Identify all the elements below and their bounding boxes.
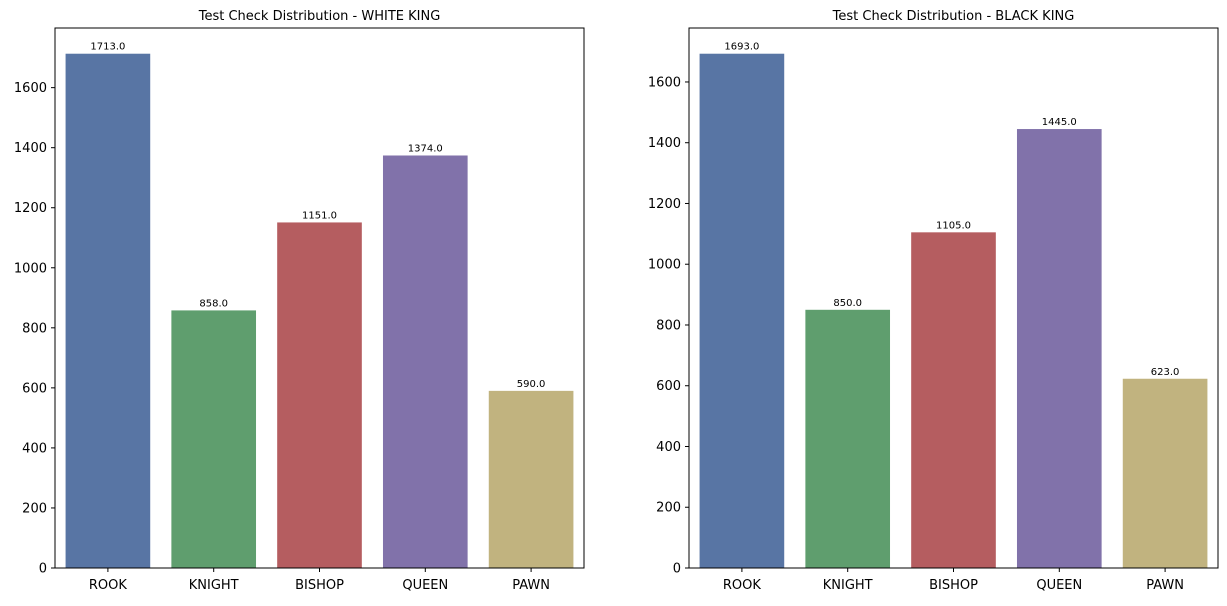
- bar-knight: [805, 309, 891, 568]
- bar-pawn: [1122, 378, 1208, 568]
- plot-frame: [54, 27, 585, 569]
- x-tick-label: ROOK: [89, 578, 127, 593]
- x-tick-label: KNIGHT: [823, 578, 873, 593]
- x-tick-label: PAWN: [1146, 578, 1184, 593]
- y-tick-label: 1400: [14, 141, 47, 156]
- data-label: 623.0: [1151, 367, 1180, 378]
- y-tick-label: 600: [656, 379, 681, 394]
- data-label: 1693.0: [724, 42, 759, 53]
- data-label: 1151.0: [302, 210, 337, 221]
- chart-title: Test Check Distribution - WHITE KING: [198, 9, 441, 24]
- x-tick-label: KNIGHT: [189, 578, 239, 593]
- bar-rook: [65, 53, 151, 568]
- x-tick-label: QUEEN: [402, 578, 448, 593]
- chart-panel-2: Test Check Distribution - BLACK KING 1693…: [648, 9, 1219, 593]
- y-tick-label: 0: [673, 562, 681, 577]
- y-tick-label: 400: [656, 440, 681, 455]
- bar-queen: [382, 155, 468, 569]
- data-label: 1105.0: [936, 220, 971, 231]
- data-label: 1713.0: [90, 42, 125, 53]
- bar-pawn: [488, 390, 574, 568]
- y-tick-label: 400: [22, 441, 47, 456]
- bar-bishop: [277, 222, 362, 568]
- data-label: 1445.0: [1042, 117, 1077, 128]
- y-tick-label: 1400: [648, 136, 681, 151]
- bar-knight: [171, 310, 257, 568]
- y-tick-label: 1600: [14, 81, 47, 96]
- y-tick-label: 1000: [648, 258, 681, 273]
- y-tick-label: 1000: [14, 261, 47, 276]
- data-label: 1374.0: [408, 143, 443, 154]
- y-tick-label: 200: [22, 501, 47, 516]
- bar-queen: [1016, 129, 1102, 569]
- data-label: 850.0: [833, 298, 862, 309]
- y-tick-label: 0: [39, 562, 47, 577]
- data-label: 858.0: [199, 298, 228, 309]
- x-tick-label: BISHOP: [929, 578, 978, 593]
- y-tick-label: 800: [656, 318, 681, 333]
- y-tick-label: 1200: [648, 197, 681, 212]
- y-tick-label: 1200: [14, 201, 47, 216]
- x-tick-label: BISHOP: [295, 578, 344, 593]
- chart-panel-1: Test Check Distribution - WHITE KING 1713…: [14, 9, 585, 593]
- chart-title: Test Check Distribution - BLACK KING: [832, 9, 1075, 24]
- x-tick-label: ROOK: [723, 578, 761, 593]
- y-tick-label: 200: [656, 501, 681, 516]
- bar-rook: [699, 53, 785, 568]
- y-tick-label: 600: [22, 381, 47, 396]
- data-label: 590.0: [517, 379, 546, 390]
- y-tick-label: 1600: [648, 75, 681, 90]
- plot-frame: [688, 27, 1219, 569]
- y-tick-label: 800: [22, 321, 47, 336]
- bar-bishop: [911, 232, 996, 568]
- x-tick-label: PAWN: [512, 578, 550, 593]
- x-tick-label: QUEEN: [1036, 578, 1082, 593]
